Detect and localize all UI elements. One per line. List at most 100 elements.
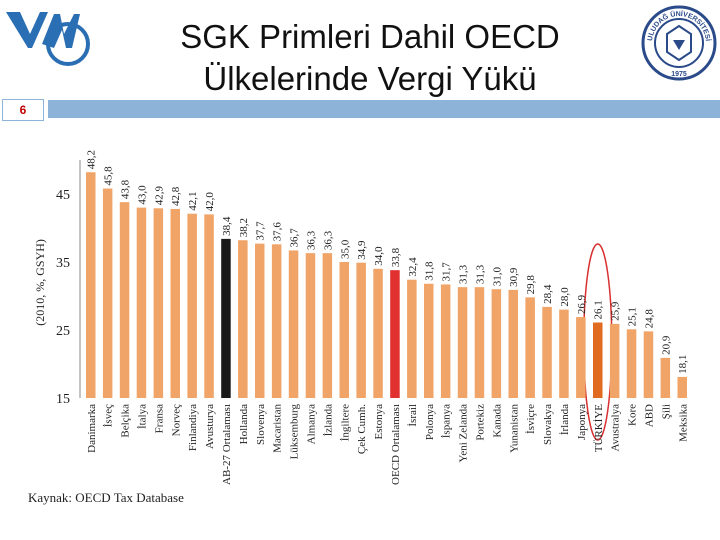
bar: [221, 238, 231, 398]
data-label: 26,9: [576, 294, 588, 314]
y-tick-label: 35: [56, 256, 70, 271]
data-label: 35,0: [339, 239, 351, 259]
x-tick-label: AB-27 Ortalaması: [221, 404, 233, 485]
x-tick-label: OECD Ortalaması: [390, 404, 402, 485]
bar: [255, 243, 265, 398]
bar: [238, 240, 248, 398]
data-label: 33,8: [390, 247, 402, 267]
bar: [576, 317, 586, 398]
data-label: 24,8: [643, 309, 655, 329]
x-tick-label: Belçika: [120, 404, 132, 438]
x-tick-label: İzlanda: [322, 404, 334, 436]
x-tick-label: TÜRKİYE: [593, 404, 605, 453]
data-label: 31,0: [491, 266, 503, 286]
x-tick-label: Avustralya: [610, 404, 622, 452]
bar: [407, 279, 417, 398]
data-label: 34,0: [373, 246, 385, 266]
bar: [525, 297, 535, 398]
bar: [356, 262, 366, 398]
data-label: 43,0: [136, 185, 148, 205]
x-tick-label: Norveç: [170, 404, 182, 436]
data-label: 28,0: [559, 287, 571, 307]
bar: [542, 306, 552, 398]
x-tick-label: ABD: [643, 404, 655, 427]
x-tick-label: Kanada: [491, 404, 503, 438]
x-tick-label: Japonya: [576, 404, 588, 440]
bar: [474, 287, 485, 398]
bar: [390, 270, 400, 398]
x-tick-label: Lüksemburg: [289, 404, 301, 460]
title-line-2: Ülkelerinde Vergi Yükü: [203, 60, 537, 97]
title-line-1: SGK Primleri Dahil OECD: [180, 18, 560, 55]
bar: [86, 172, 96, 398]
x-tick-label: Çek Cumh.: [356, 404, 368, 454]
bar: [609, 323, 620, 398]
bar: [626, 329, 637, 398]
x-tick-label: Meksika: [677, 404, 689, 442]
bar: [102, 188, 113, 398]
data-label: 42,1: [187, 191, 199, 210]
data-label: 36,7: [289, 228, 301, 248]
data-label: 42,8: [170, 186, 182, 206]
bar: [339, 262, 349, 398]
x-tick-label: Yunanistan: [508, 404, 520, 453]
x-tick-label: Estonya: [373, 404, 385, 440]
x-tick-label: İsveç: [103, 404, 115, 427]
data-label: 34,9: [356, 240, 368, 260]
data-label: 29,8: [525, 275, 537, 295]
x-tick-label: İngiltere: [339, 404, 351, 441]
data-label: 37,7: [255, 221, 267, 241]
x-tick-label: Slovakya: [542, 404, 554, 445]
bar: [440, 284, 451, 398]
x-tick-label: İtalya: [136, 404, 148, 429]
bar: [153, 208, 164, 398]
logo-mark: [6, 12, 48, 48]
bar: [457, 287, 468, 398]
x-tick-label: Şili: [660, 404, 672, 419]
data-label: 28,4: [542, 284, 554, 304]
data-label: 30,9: [508, 267, 520, 287]
x-tick-label: Slovenya: [255, 404, 267, 445]
data-label: 20,9: [660, 335, 672, 355]
bar-chart: (2010, %, GSYH) 15 25 35 45 48,2 Danimarka 45,…: [33, 150, 689, 485]
y-tick-label: 15: [56, 392, 70, 407]
data-label: 32,4: [407, 257, 419, 277]
data-label: 31,3: [474, 264, 486, 284]
x-tick-label: İspanya: [441, 404, 453, 438]
bar: [491, 289, 502, 398]
x-tick-label: Yeni Zelanda: [458, 404, 470, 463]
bar: [136, 207, 147, 398]
data-label: 45,8: [103, 166, 115, 186]
bar: [508, 289, 518, 398]
data-label: 38,4: [221, 216, 233, 236]
bar: [305, 253, 316, 398]
bar: [559, 309, 569, 398]
x-tick-label: Fransa: [153, 404, 165, 433]
data-label: 37,6: [272, 222, 284, 242]
data-label: 43,8: [120, 179, 132, 199]
x-tick-label: Almanya: [305, 404, 317, 444]
bar: [677, 376, 687, 398]
data-label: 25,1: [627, 307, 639, 326]
data-label: 18,1: [677, 355, 689, 374]
bar: [660, 357, 671, 398]
y-axis-label: (2010, %, GSYH): [33, 239, 47, 326]
x-tick-label: Polonya: [424, 404, 436, 440]
data-label: 38,2: [238, 218, 250, 237]
x-tick-label: Hollanda: [238, 404, 250, 444]
y-tick-label: 45: [56, 188, 70, 203]
bar: [271, 244, 282, 398]
bar: [424, 283, 434, 398]
data-label: 48,2: [86, 150, 98, 169]
x-tick-label: Danimarka: [86, 404, 98, 453]
bar: [643, 331, 654, 398]
slide-header-bar: [48, 100, 720, 118]
slide-number: 6: [2, 99, 44, 121]
bar: [170, 208, 180, 398]
data-label: 36,3: [305, 230, 317, 250]
bar: [322, 253, 333, 398]
data-label: 31,7: [441, 262, 453, 282]
university-seal: ULUDAĞ ÜNİVERSİTESİ 1975: [640, 4, 718, 82]
page-title: SGK Primleri Dahil OECD Ülkelerinde Verg…: [120, 16, 620, 100]
data-label: 31,8: [424, 261, 436, 281]
